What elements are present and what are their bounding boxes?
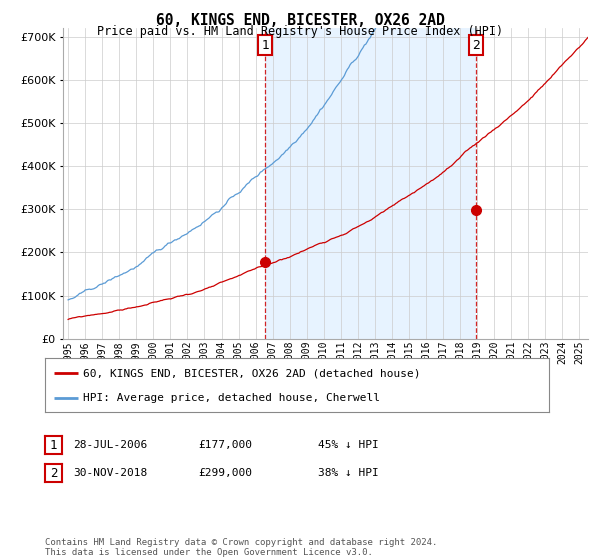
Text: 60, KINGS END, BICESTER, OX26 2AD: 60, KINGS END, BICESTER, OX26 2AD <box>155 13 445 29</box>
Text: Contains HM Land Registry data © Crown copyright and database right 2024.
This d: Contains HM Land Registry data © Crown c… <box>45 538 437 557</box>
Text: 2: 2 <box>50 466 57 480</box>
Text: 1: 1 <box>50 438 57 452</box>
Text: HPI: Average price, detached house, Cherwell: HPI: Average price, detached house, Cher… <box>83 393 380 403</box>
Text: £177,000: £177,000 <box>198 440 252 450</box>
Text: 45% ↓ HPI: 45% ↓ HPI <box>318 440 379 450</box>
Text: 30-NOV-2018: 30-NOV-2018 <box>73 468 148 478</box>
Text: 38% ↓ HPI: 38% ↓ HPI <box>318 468 379 478</box>
Text: Price paid vs. HM Land Registry's House Price Index (HPI): Price paid vs. HM Land Registry's House … <box>97 25 503 38</box>
Text: 60, KINGS END, BICESTER, OX26 2AD (detached house): 60, KINGS END, BICESTER, OX26 2AD (detac… <box>83 368 420 379</box>
Text: 2: 2 <box>472 39 480 52</box>
Text: 28-JUL-2006: 28-JUL-2006 <box>73 440 148 450</box>
Bar <box>265 28 476 339</box>
Text: £299,000: £299,000 <box>198 468 252 478</box>
Text: 1: 1 <box>262 39 269 52</box>
